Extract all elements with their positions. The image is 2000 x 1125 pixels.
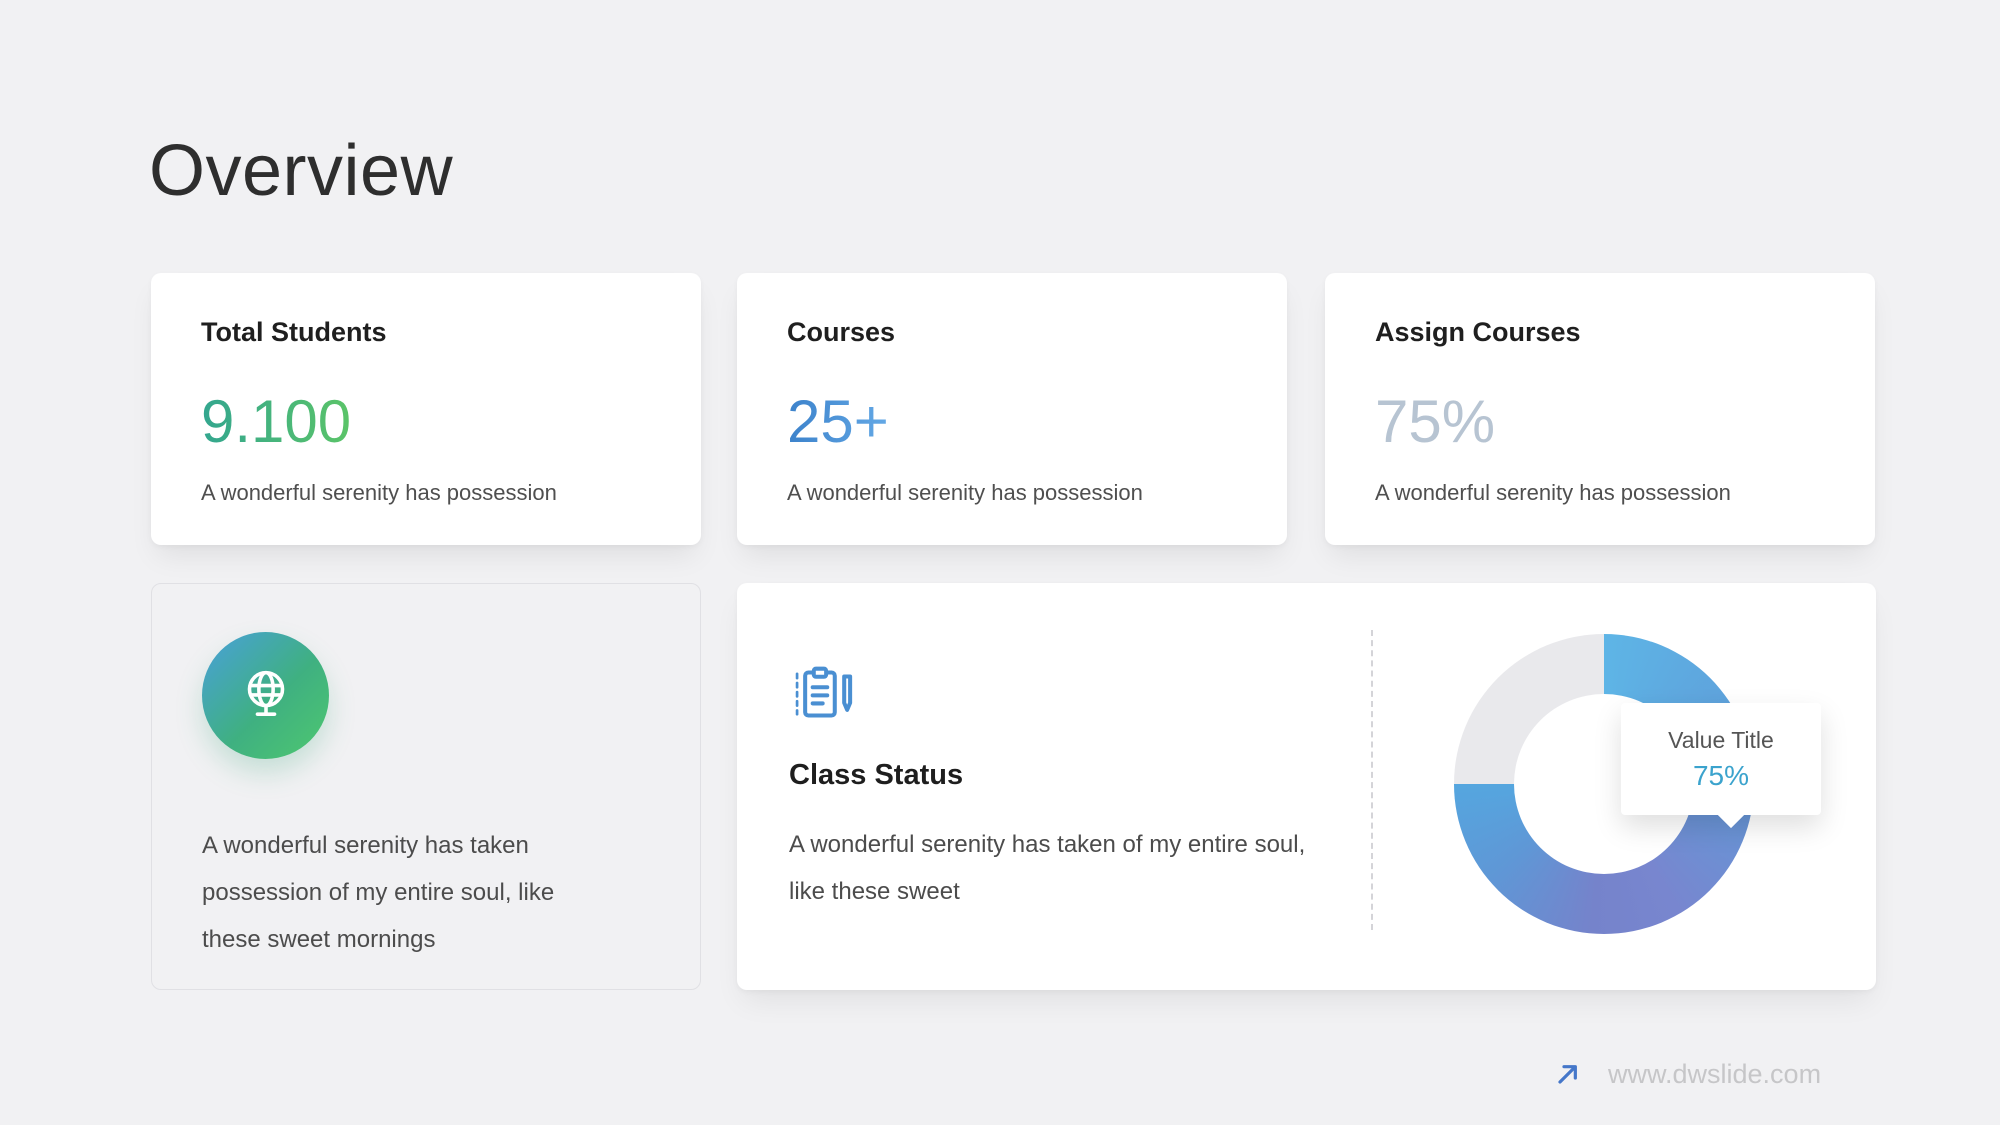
class-status-text: A wonderful serenity has taken of my ent… <box>789 831 1306 905</box>
stat-description: A wonderful serenity has possession <box>1375 480 1731 505</box>
stat-card-assign-courses: Assign Courses 75% A wonderful serenity … <box>1325 273 1875 545</box>
stat-value: 75% <box>1375 388 1496 455</box>
class-status-card: Class Status A wonderful serenity has ta… <box>737 583 1876 990</box>
external-link-arrow-icon <box>1558 1065 1577 1084</box>
stat-card-total-students: Total Students 9.100 A wonderful serenit… <box>151 273 701 545</box>
tooltip-value: 75% <box>1692 759 1750 791</box>
footer-link[interactable]: www.dwslide.com <box>1552 1058 1821 1090</box>
stat-description: A wonderful serenity has possession <box>787 480 1143 505</box>
stat-label: Courses <box>787 317 896 347</box>
highlight-card: A wonderful serenity has taken possessio… <box>151 583 701 990</box>
stat-value: 9.100 <box>201 388 352 455</box>
stat-label: Total Students <box>201 317 387 347</box>
highlight-text: A wonderful serenity has taken possessio… <box>202 832 555 953</box>
stat-description: A wonderful serenity has possession <box>201 480 557 505</box>
stat-card-courses: Courses 25+ A wonderful serenity has pos… <box>737 273 1287 545</box>
class-status-title: Class Status <box>789 759 964 791</box>
footer-url[interactable]: www.dwslide.com <box>1608 1058 1822 1089</box>
globe-icon <box>247 670 284 716</box>
stat-label: Assign Courses <box>1375 317 1581 347</box>
globe-badge <box>202 632 329 759</box>
page-title: Overview <box>149 131 454 211</box>
stat-value: 25+ <box>787 388 889 455</box>
dashed-divider <box>1371 630 1373 930</box>
tooltip-label: Value Title <box>1668 726 1774 753</box>
clipboard-icon <box>795 666 853 718</box>
chart-tooltip: Value Title 75% <box>1621 703 1821 815</box>
